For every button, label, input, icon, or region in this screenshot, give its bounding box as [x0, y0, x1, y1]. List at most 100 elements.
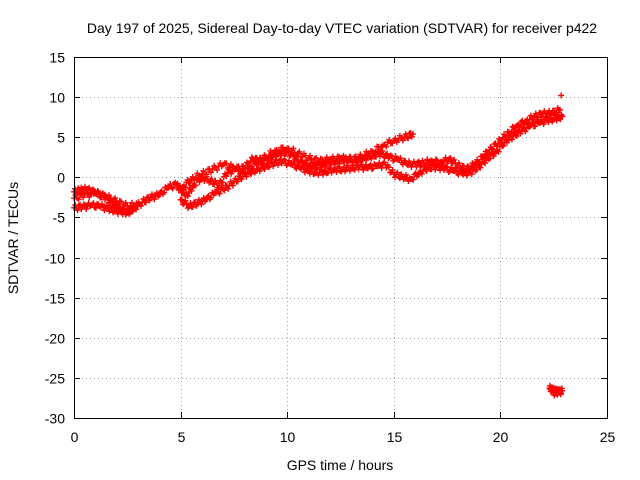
data-point — [270, 151, 277, 158]
data-point — [151, 196, 158, 203]
data-point — [319, 156, 326, 163]
data-point — [377, 146, 384, 153]
data-point — [249, 163, 256, 170]
data-point — [414, 159, 421, 166]
data-point — [256, 168, 263, 175]
data-point — [424, 156, 431, 163]
y-tick-label: -5 — [53, 210, 66, 226]
data-point — [559, 113, 566, 120]
data-point — [443, 163, 450, 170]
data-point — [468, 171, 475, 178]
data-point — [78, 190, 85, 197]
data-point — [240, 167, 247, 174]
data-point — [182, 184, 189, 191]
data-point — [234, 178, 241, 185]
data-point — [332, 157, 339, 164]
data-point — [311, 162, 318, 169]
data-point — [193, 202, 200, 209]
data-point — [229, 182, 236, 189]
data-point — [339, 156, 346, 163]
data-point — [360, 167, 367, 174]
data-point — [123, 210, 130, 217]
data-point — [99, 201, 106, 208]
data-point — [423, 168, 430, 175]
data-point — [161, 189, 168, 196]
data-point — [185, 180, 192, 187]
data-point — [387, 152, 394, 159]
data-point — [198, 201, 205, 208]
y-tick-label: -30 — [45, 411, 65, 427]
y-tick-label: -15 — [45, 291, 65, 307]
data-point — [512, 132, 519, 139]
data-point — [463, 172, 470, 179]
data-point — [323, 163, 330, 170]
data-point — [385, 164, 392, 171]
series-band-upper — [71, 130, 416, 212]
data-point — [384, 150, 391, 157]
data-point — [370, 165, 377, 172]
data-point — [253, 161, 260, 168]
y-tick-label: 5 — [57, 130, 65, 146]
data-point — [446, 155, 453, 162]
data-point — [366, 162, 373, 169]
data-point — [451, 156, 458, 163]
data-point — [122, 199, 129, 206]
data-point — [326, 165, 333, 172]
data-point — [517, 130, 524, 137]
y-axis-label: SDTVAR / TECUs — [5, 182, 21, 294]
data-layer — [71, 92, 566, 399]
data-point — [86, 184, 93, 191]
data-point — [410, 176, 417, 183]
series-outlier-cluster — [546, 382, 566, 399]
data-point — [558, 92, 565, 99]
y-tick-label: 10 — [49, 90, 65, 106]
data-point — [432, 156, 439, 163]
data-point — [75, 196, 82, 203]
data-point — [335, 163, 342, 170]
data-point — [75, 202, 82, 209]
data-point — [216, 190, 223, 197]
data-point — [529, 119, 536, 126]
data-point — [115, 201, 122, 208]
data-point — [223, 173, 230, 180]
data-point — [84, 190, 91, 197]
data-point — [101, 207, 108, 214]
x-tick-label: 15 — [387, 429, 403, 445]
x-tick-label: 0 — [71, 429, 79, 445]
data-point — [392, 153, 399, 160]
chart-title: Day 197 of 2025, Sidereal Day-to-day VTE… — [87, 20, 597, 36]
x-axis-label: GPS time / hours — [287, 457, 394, 473]
data-point — [279, 144, 286, 151]
data-point — [182, 197, 189, 204]
data-point — [275, 161, 282, 168]
data-point — [532, 123, 539, 130]
data-point — [317, 166, 324, 173]
data-point — [225, 185, 232, 192]
data-point — [511, 129, 518, 136]
data-point — [74, 207, 81, 214]
data-point — [500, 142, 507, 149]
data-point — [299, 153, 306, 160]
data-point — [413, 163, 420, 170]
data-point — [390, 157, 397, 164]
y-tick-label: 15 — [49, 50, 65, 66]
data-point — [197, 174, 204, 181]
data-point — [473, 166, 480, 173]
data-point — [313, 154, 320, 161]
data-point — [243, 171, 250, 178]
x-tick-label: 5 — [178, 429, 186, 445]
data-point — [360, 155, 367, 162]
data-point — [189, 204, 196, 211]
data-point — [223, 160, 230, 167]
plot-frame — [74, 57, 608, 419]
data-point — [296, 148, 303, 155]
data-point — [267, 158, 274, 165]
y-tick-label: -25 — [45, 371, 65, 387]
data-point — [299, 162, 306, 169]
data-point — [192, 182, 199, 189]
data-point — [405, 135, 412, 142]
data-point — [215, 182, 222, 189]
data-point — [447, 155, 454, 162]
data-point — [304, 164, 311, 171]
data-point — [203, 171, 210, 178]
